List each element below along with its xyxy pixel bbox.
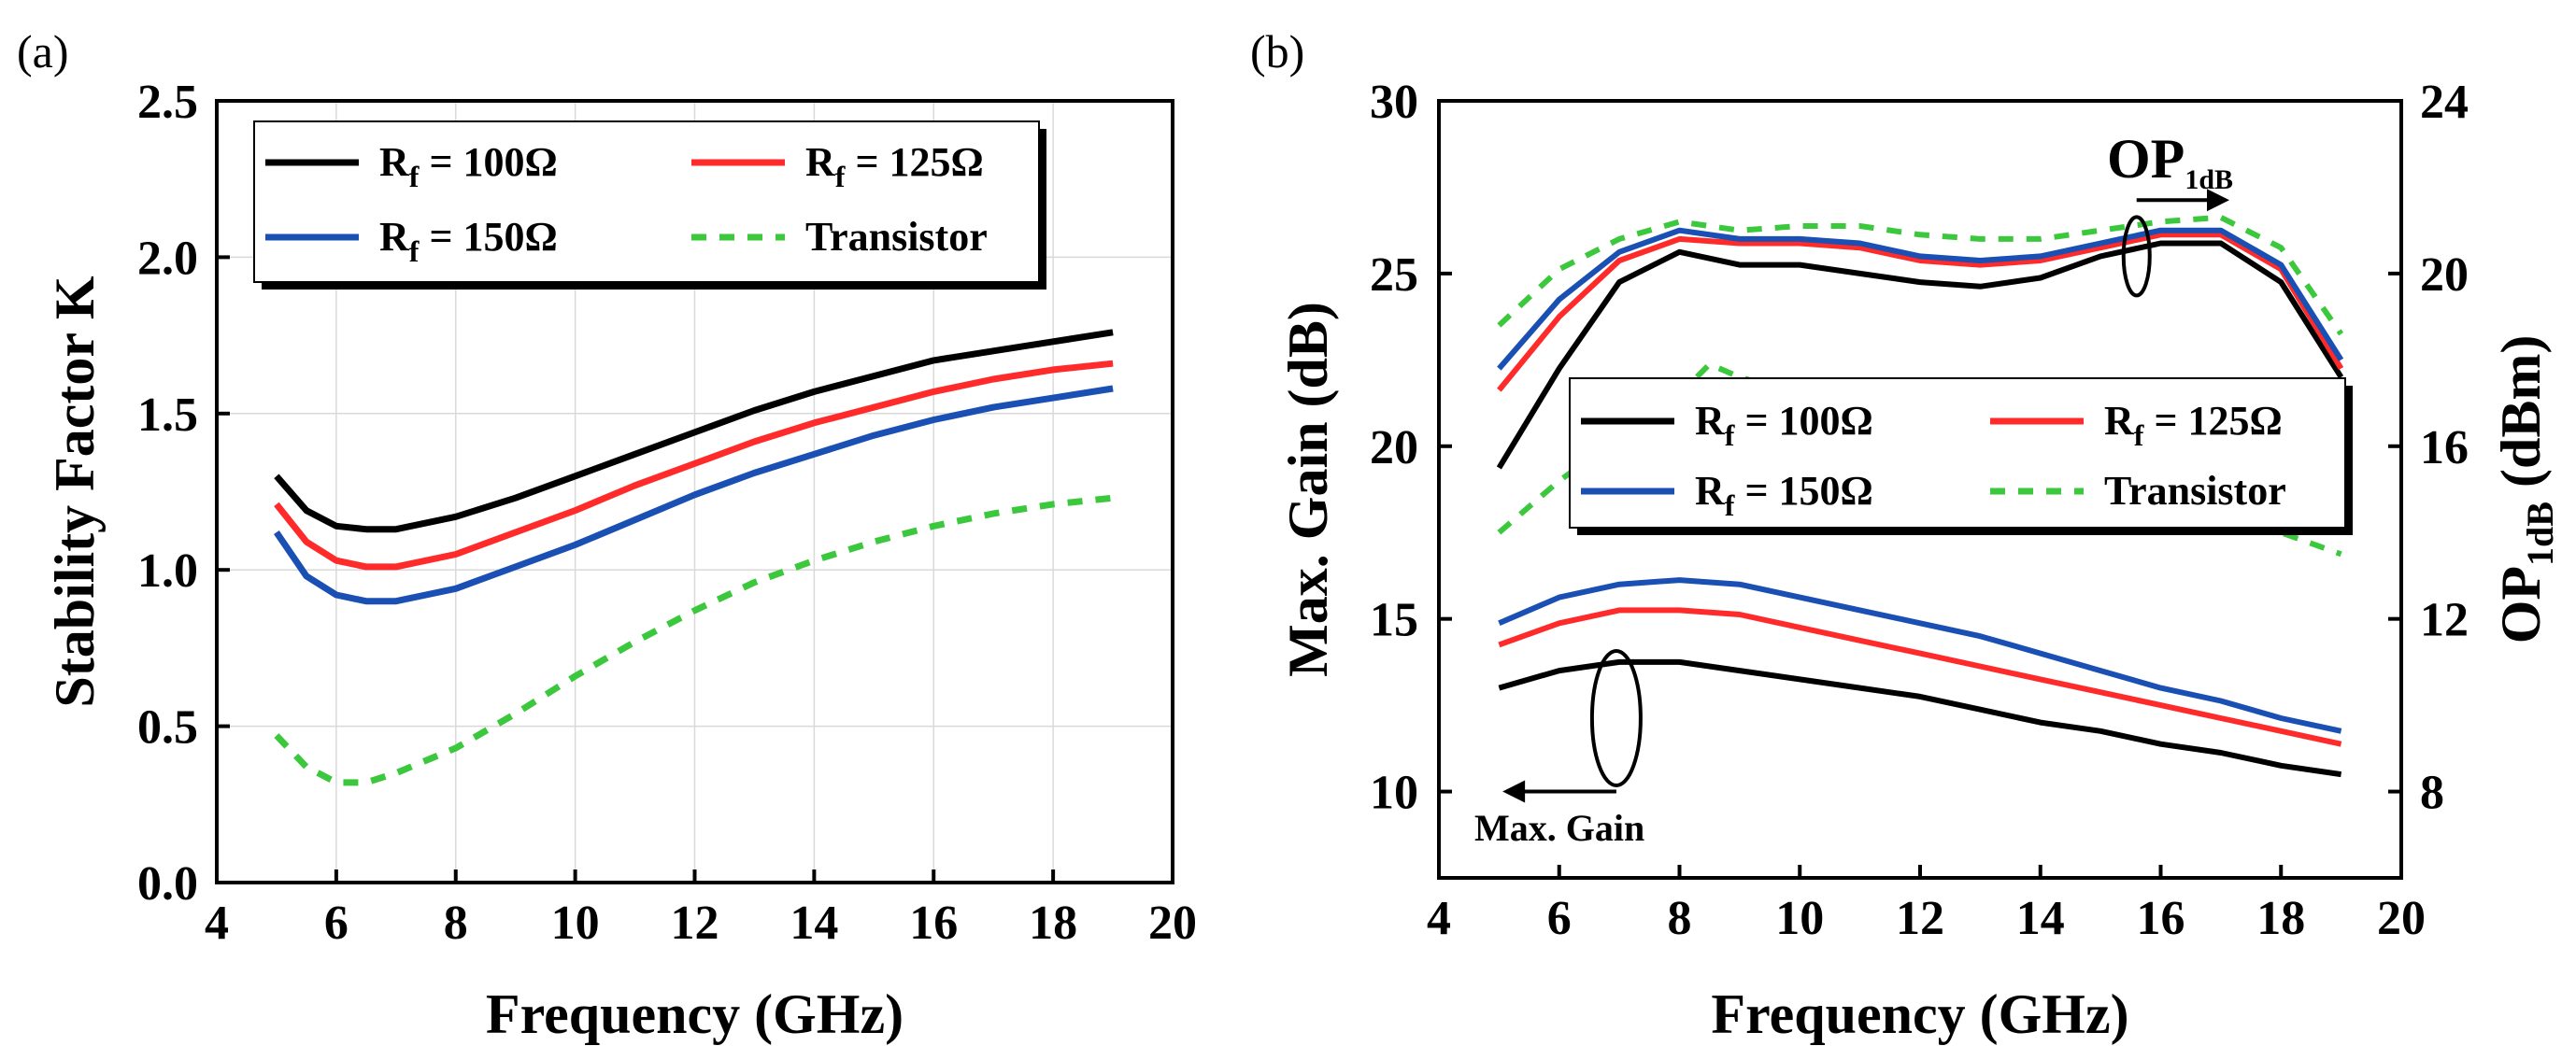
x-tick-label: 8 xyxy=(444,897,468,950)
legend-label-sub: f xyxy=(1725,418,1735,452)
y-tick-label: 1.0 xyxy=(137,544,198,598)
legend-label-1: Rf = 125Ω xyxy=(805,139,984,193)
legend-label-0: Rf = 100Ω xyxy=(1695,398,1873,452)
legend-label-rest: = 150Ω xyxy=(1734,468,1872,514)
legend-label-1: Rf = 125Ω xyxy=(2104,398,2283,452)
y-tick-label: 0.0 xyxy=(137,857,198,911)
y-tick-label: 2.5 xyxy=(137,76,198,129)
x-tick-label: 12 xyxy=(671,897,719,950)
y-right-label-main: OP xyxy=(2490,566,2552,643)
x-tick-label: 8 xyxy=(1668,892,1692,945)
x-tick-label: 4 xyxy=(1427,892,1451,945)
x-tick-label: 6 xyxy=(1547,892,1572,945)
y-right-tick-label: 20 xyxy=(2420,248,2469,302)
y-left-tick-label: 20 xyxy=(1370,421,1418,474)
x-tick-label: 4 xyxy=(205,897,229,950)
y-tick-label: 2.0 xyxy=(137,232,198,285)
gain-series-line-0 xyxy=(1498,658,2342,778)
legend-label-sub: f xyxy=(2134,418,2144,452)
y-tick-label: 1.5 xyxy=(137,389,198,442)
y-right-label-sub: 1dB xyxy=(2519,502,2561,566)
x-tick-label: 14 xyxy=(2016,892,2065,945)
x-axis-label-b: Frequency (GHz) xyxy=(1711,983,2128,1045)
legend-label-2: Rf = 150Ω xyxy=(379,214,558,268)
op-series-line-0 xyxy=(1496,240,2344,470)
legend-label-sub: f xyxy=(409,234,420,268)
legend-box xyxy=(253,120,1040,283)
gain-series-line-1 xyxy=(1498,607,2342,747)
series-line-3 xyxy=(274,494,1114,786)
op-series-line-2 xyxy=(1497,227,2344,371)
legend-label-main: R xyxy=(1695,398,1726,444)
y-axis-label-right-b: OP1dB (dBm) xyxy=(2490,335,2561,644)
legend-label-main: R xyxy=(379,139,410,185)
x-tick-label: 16 xyxy=(909,897,958,950)
x-tick-label: 20 xyxy=(1148,897,1197,950)
x-tick-label: 20 xyxy=(2377,892,2426,945)
x-tick-label: 10 xyxy=(1775,892,1824,945)
series-line-0 xyxy=(274,329,1114,533)
y-left-tick-label: 30 xyxy=(1370,76,1418,129)
legend-label-rest: = 125Ω xyxy=(2143,398,2282,444)
gain-arrow-head xyxy=(1502,780,1526,803)
x-tick-label: 14 xyxy=(790,897,838,950)
x-tick-label: 18 xyxy=(2256,892,2305,945)
legend-label-rest: = 125Ω xyxy=(845,139,983,185)
legend-label-3: Transistor xyxy=(2104,468,2286,514)
legend-label-main: R xyxy=(1695,468,1726,514)
y-right-tick-label: 12 xyxy=(2420,594,2469,647)
y-right-tick-label: 8 xyxy=(2420,767,2444,820)
op1db-ellipse xyxy=(2121,215,2152,298)
series-line-2 xyxy=(274,385,1114,605)
y-axis-label-a: Stability Factor K xyxy=(44,276,106,708)
legend-label-main: R xyxy=(805,139,836,185)
x-tick-label: 6 xyxy=(324,897,349,950)
y-left-tick-label: 10 xyxy=(1370,767,1418,820)
legend-label-rest: = 100Ω xyxy=(1734,398,1872,444)
y-right-label-rest: (dBm) xyxy=(2490,335,2552,502)
op1db-arrow-head xyxy=(2207,189,2229,212)
gain-ellipse xyxy=(1589,648,1643,787)
y-right-tick-label: 16 xyxy=(2420,421,2469,474)
legend-label-3: Transistor xyxy=(805,214,988,260)
op-series-line-1 xyxy=(1497,232,2344,392)
panel-b: (b) 4 6 8 10 12 14 16 18 20 10 15 20 25 30 8 12 16 20 24 Fre… xyxy=(1250,25,2561,1045)
series-line-1 xyxy=(274,360,1114,571)
legend-label-2: Rf = 150Ω xyxy=(1695,468,1873,522)
y-left-tick-label: 25 xyxy=(1370,248,1418,302)
y-left-tick-label: 15 xyxy=(1370,594,1418,647)
op1db-annotation-main: OP xyxy=(2107,128,2185,190)
legend-label-sub: f xyxy=(1725,488,1735,522)
y-axis-label-left-b: Max. Gain (dB) xyxy=(1277,302,1339,677)
panel-a-label: (a) xyxy=(17,25,69,78)
x-tick-label: 18 xyxy=(1029,897,1077,950)
x-tick-label: 16 xyxy=(2137,892,2185,945)
legend-label-main: R xyxy=(379,214,410,260)
legend-label-rest: = 100Ω xyxy=(419,139,557,185)
x-tick-label: 12 xyxy=(1896,892,1944,945)
y-tick-label: 0.5 xyxy=(137,701,198,755)
legend-label-main: Transistor xyxy=(2104,468,2286,514)
legend-label-rest: = 150Ω xyxy=(419,214,557,260)
legend-label-sub: f xyxy=(409,160,420,193)
op1db-annotation: OP1dB xyxy=(2107,128,2233,195)
legend-label-main: Transistor xyxy=(805,214,988,260)
y-right-tick-label: 24 xyxy=(2420,76,2469,129)
x-tick-label: 10 xyxy=(551,897,600,950)
x-axis-label-a: Frequency (GHz) xyxy=(486,983,904,1045)
legend-label-main: R xyxy=(2104,398,2135,444)
op-series-line-3 xyxy=(1497,214,2344,336)
legend-label-0: Rf = 100Ω xyxy=(379,139,558,193)
legend-box xyxy=(1569,377,2346,529)
gain-series-line-2 xyxy=(1498,577,2342,734)
panel-b-label: (b) xyxy=(1250,25,1304,78)
gain-annotation: Max. Gain xyxy=(1474,807,1644,849)
panel-a: (a) 4 6 8 10 12 14 16 18 20 0.0 0.5 1.0 1.5 2.0 2.5 Freq… xyxy=(17,25,1197,1045)
legend-label-sub: f xyxy=(835,160,846,193)
